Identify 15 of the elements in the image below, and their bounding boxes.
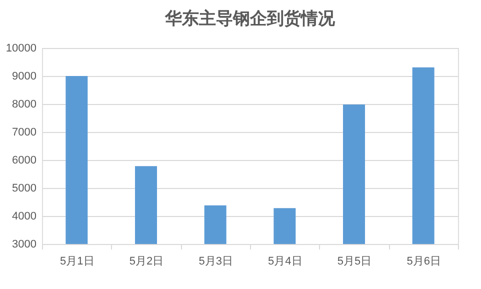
chart-title: 华东主导钢企到货情况 — [164, 9, 336, 28]
y-tick-label: 4000 — [12, 210, 36, 222]
y-tick-label: 10000 — [6, 42, 36, 54]
x-tick-label: 5月2日 — [129, 256, 164, 268]
y-tick-label: 7000 — [12, 126, 36, 138]
x-tick-label: 5月1日 — [60, 256, 94, 268]
y-tick-label: 6000 — [12, 154, 36, 166]
x-tick-label: 5月3日 — [198, 256, 233, 268]
x-tick-label: 5月5日 — [337, 256, 372, 268]
y-tick-label: 5000 — [12, 182, 36, 194]
x-tick-label: 5月6日 — [406, 256, 441, 268]
y-tick-label: 3000 — [12, 238, 36, 250]
y-tick-label: 9000 — [12, 70, 36, 82]
y-tick-label: 8000 — [12, 98, 36, 110]
x-tick-label: 5月4日 — [268, 256, 302, 268]
